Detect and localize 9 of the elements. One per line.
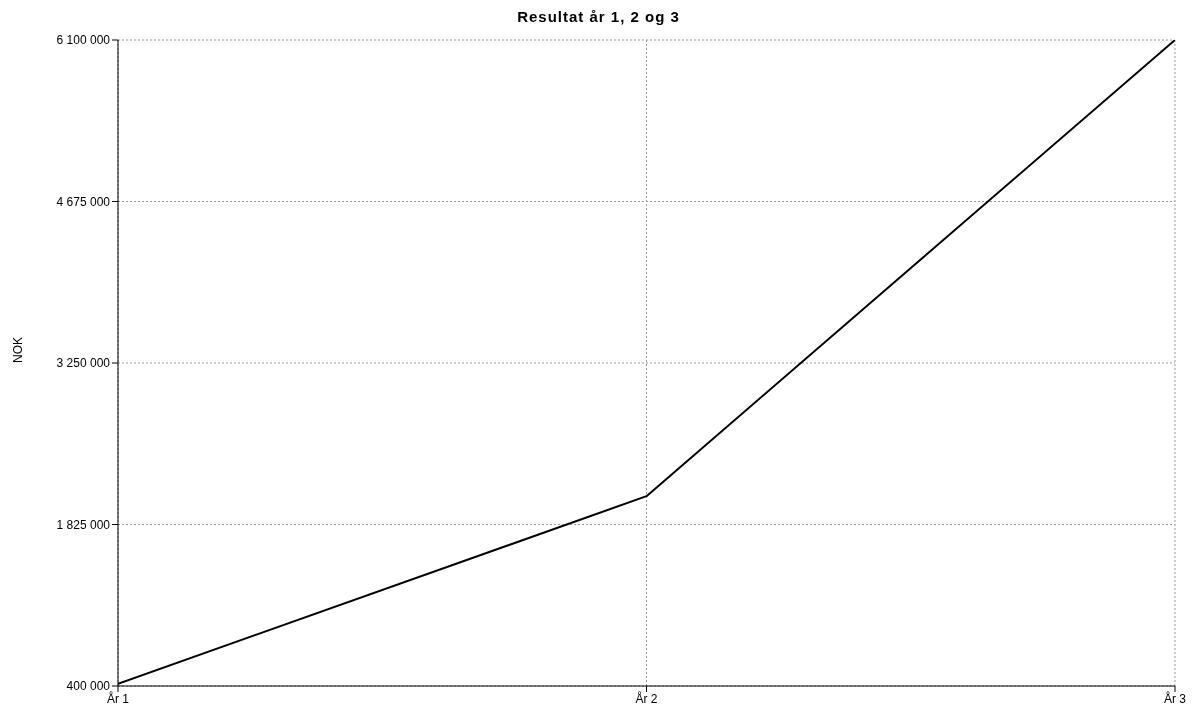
x-tick-label: År 2 <box>635 690 658 706</box>
y-tick-label: 6 100 000 <box>56 33 111 48</box>
x-tick-label: År 1 <box>106 690 130 706</box>
chart-title: Resultat år 1, 2 og 3 <box>516 8 681 27</box>
y-tick-label: 3 250 000 <box>56 356 111 371</box>
y-axis-title: NOK <box>11 336 26 363</box>
y-tick-label: 1 825 000 <box>56 517 111 532</box>
y-tick-label: 4 675 000 <box>56 194 111 209</box>
x-tick-label: År 3 <box>1163 690 1187 706</box>
